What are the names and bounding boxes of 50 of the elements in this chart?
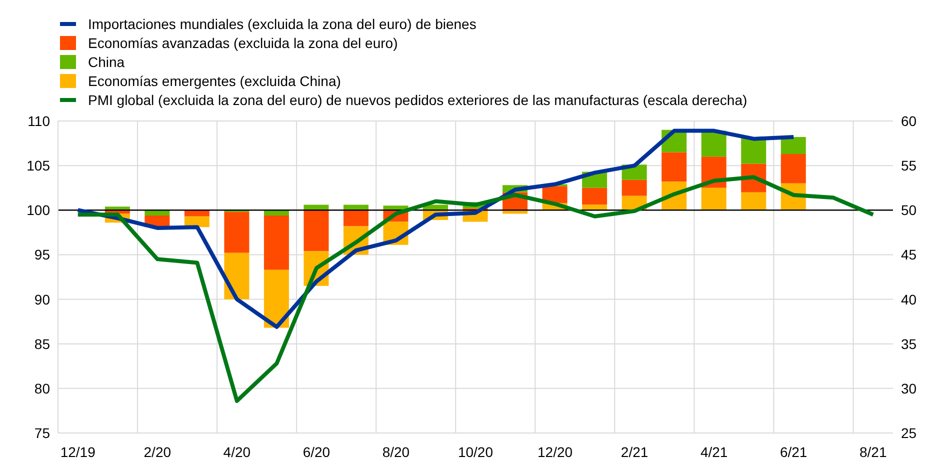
bar bbox=[622, 180, 647, 196]
y2-tick-label: 60 bbox=[901, 112, 917, 129]
y-tick-label: 100 bbox=[26, 202, 50, 218]
bar bbox=[780, 154, 806, 184]
x-tick-label: 12/19 bbox=[60, 444, 96, 460]
bar bbox=[264, 270, 289, 328]
legend-label: China bbox=[88, 54, 125, 70]
bar bbox=[304, 210, 329, 252]
x-tick-label: 10/20 bbox=[458, 444, 494, 460]
bar bbox=[343, 210, 368, 226]
x-tick-label: 12/20 bbox=[538, 444, 573, 460]
bar bbox=[144, 210, 170, 216]
line-series bbox=[76, 175, 876, 403]
bar bbox=[224, 212, 250, 253]
x-tick-label: 8/20 bbox=[382, 444, 410, 460]
bar bbox=[662, 152, 687, 182]
y2-tick-label: 35 bbox=[901, 336, 917, 352]
bar bbox=[582, 188, 608, 205]
x-tick-label: 8/21 bbox=[859, 444, 887, 460]
x-tick-label: 2/20 bbox=[144, 444, 172, 460]
line-series bbox=[76, 128, 796, 329]
bar bbox=[264, 210, 289, 216]
legend-label: Economías emergentes (excluida China) bbox=[88, 72, 341, 88]
y2-tick-label: 45 bbox=[901, 246, 917, 263]
x-tick-label: 6/20 bbox=[302, 444, 330, 460]
x-tick-label: 4/21 bbox=[700, 444, 728, 460]
legend-label: Economías avanzadas (excluida la zona del euro) bbox=[88, 34, 398, 50]
y2-tick-label: 55 bbox=[901, 158, 917, 174]
y2-tick-label: 25 bbox=[901, 424, 917, 441]
y2-tick-label: 40 bbox=[901, 291, 917, 308]
legend-label: Importaciones mundiales (excluida la zona del euro) de bienes bbox=[88, 16, 476, 32]
bar bbox=[184, 210, 210, 216]
y-tick-label: 110 bbox=[28, 112, 50, 129]
bar bbox=[264, 215, 289, 270]
y-tick-label: 105 bbox=[26, 158, 50, 174]
bar bbox=[780, 137, 806, 154]
y-tick-label: 80 bbox=[34, 380, 50, 396]
y2-tick-label: 50 bbox=[901, 202, 917, 218]
y-tick-label: 90 bbox=[34, 291, 50, 308]
y-tick-label: 75 bbox=[34, 424, 50, 441]
x-tick-label: 6/21 bbox=[780, 444, 808, 460]
bar bbox=[741, 192, 766, 210]
y2-tick-label: 30 bbox=[901, 380, 917, 396]
y-tick-label: 95 bbox=[34, 246, 50, 263]
x-tick-label: 4/20 bbox=[223, 444, 251, 460]
legend-label: PMI global (excluida la zona del euro) de nuevos pedidos exteriores de las manufacturas (escala derecha) bbox=[88, 92, 748, 108]
bar bbox=[224, 252, 250, 300]
bar bbox=[701, 188, 726, 210]
y-tick-label: 85 bbox=[34, 336, 50, 352]
x-tick-label: 2/21 bbox=[620, 444, 648, 460]
